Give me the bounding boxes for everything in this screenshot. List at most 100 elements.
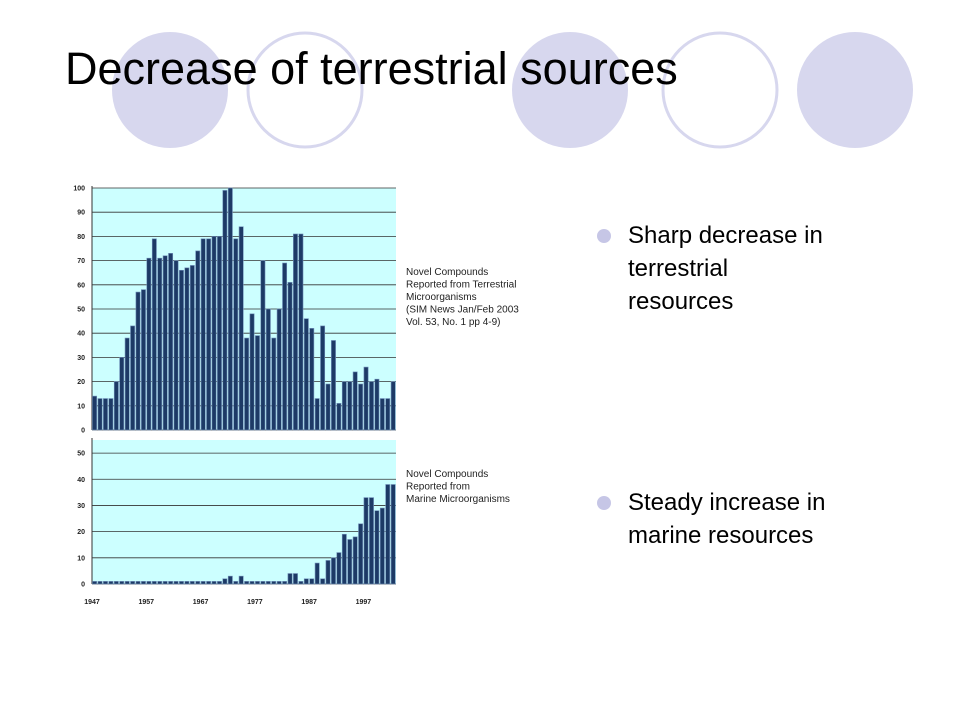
x-tick-label: 1967 — [193, 599, 209, 606]
y-tick-label: 0 — [81, 582, 85, 589]
bullet-text: resources — [628, 288, 733, 315]
bar — [298, 233, 304, 431]
bar — [141, 581, 146, 585]
y-tick-label: 100 — [73, 186, 85, 193]
bar — [227, 187, 233, 431]
bar — [151, 581, 157, 585]
bar — [352, 536, 358, 585]
bar — [97, 398, 103, 431]
y-tick-label: 10 — [77, 403, 85, 410]
bar — [151, 238, 157, 431]
bar — [238, 226, 244, 431]
bar — [217, 236, 222, 431]
bar — [369, 497, 374, 585]
y-tick-label: 50 — [77, 307, 85, 314]
bar — [314, 398, 320, 431]
bar — [379, 398, 385, 431]
y-tick-label: 40 — [77, 477, 85, 484]
bar — [108, 581, 114, 585]
bullets: Sharp decrease in terrestrial resources Ste… — [597, 222, 825, 549]
bar — [200, 581, 206, 585]
bar — [124, 581, 130, 585]
deco-circle — [512, 32, 628, 148]
bar — [374, 510, 380, 585]
bar — [309, 328, 315, 431]
y-tick-label: 80 — [77, 234, 85, 241]
x-tick-label: 1997 — [356, 599, 372, 606]
deco-circle — [797, 32, 913, 148]
bar — [119, 357, 125, 431]
bar — [249, 313, 255, 431]
bar — [173, 260, 179, 431]
bar — [358, 383, 364, 431]
x-tick-label: 1977 — [247, 599, 263, 606]
bar — [363, 497, 369, 585]
bar — [358, 523, 364, 585]
chart-note: Microorganisms — [406, 292, 477, 303]
bar — [293, 573, 298, 585]
chart-note: Reported from — [406, 482, 470, 493]
bullet-text: Steady increase in — [628, 489, 825, 516]
bullet-text: Sharp decrease in — [628, 222, 823, 249]
y-tick-label: 10 — [77, 555, 85, 562]
bar — [265, 581, 271, 585]
bar — [320, 325, 326, 431]
deco-circle — [112, 32, 228, 148]
bar — [189, 581, 195, 585]
bar — [276, 308, 282, 431]
y-tick-label: 50 — [77, 451, 85, 458]
y-tick-label: 70 — [77, 258, 85, 265]
bar — [385, 398, 391, 431]
bar — [195, 250, 201, 431]
bar — [206, 238, 212, 431]
bar — [211, 236, 217, 431]
bar — [217, 581, 222, 585]
bar — [287, 573, 293, 585]
bar — [135, 581, 141, 585]
bullet-text: terrestrial — [628, 255, 728, 282]
bar — [303, 578, 309, 585]
bar — [130, 581, 136, 585]
bar — [233, 238, 239, 431]
deco-circle — [661, 31, 779, 149]
bar — [146, 581, 152, 585]
bar — [244, 337, 250, 431]
chart-note: Vol. 53, No. 1 pp 4-9) — [406, 317, 501, 328]
chart-note: Marine Microorganisms — [406, 494, 510, 505]
bar — [168, 581, 174, 585]
bar — [325, 560, 331, 585]
bar — [97, 581, 103, 585]
bar — [244, 581, 250, 585]
bar — [385, 484, 391, 585]
bar — [303, 318, 309, 431]
bar — [325, 383, 331, 431]
bar-chart: 0 10 20 30 40 50 60 70 80 90 100 Novel Compounds Rep… — [73, 186, 519, 435]
bar — [271, 581, 277, 585]
bar — [200, 238, 206, 431]
bar — [347, 539, 353, 585]
bar — [103, 398, 108, 431]
bar — [162, 255, 168, 431]
bar — [249, 581, 255, 585]
bar — [141, 289, 146, 431]
bar — [390, 381, 396, 431]
bar — [255, 581, 260, 585]
bar — [189, 265, 195, 431]
bar — [184, 267, 190, 431]
bar — [331, 340, 336, 431]
bullet-dot — [597, 496, 611, 510]
bar — [336, 552, 342, 585]
bar — [331, 557, 336, 585]
bar — [222, 578, 228, 585]
y-tick-label: 0 — [81, 428, 85, 435]
bar-chart: 0 10 20 30 40 50 1947 1957 1967 1977 1987 1997 Novel… — [77, 438, 510, 606]
bar — [119, 581, 125, 585]
bar — [157, 257, 163, 431]
bar — [298, 581, 304, 585]
bar — [320, 578, 326, 585]
bar — [341, 381, 347, 431]
x-tick-label: 1957 — [138, 599, 154, 606]
bar — [162, 581, 168, 585]
bar — [336, 403, 342, 431]
